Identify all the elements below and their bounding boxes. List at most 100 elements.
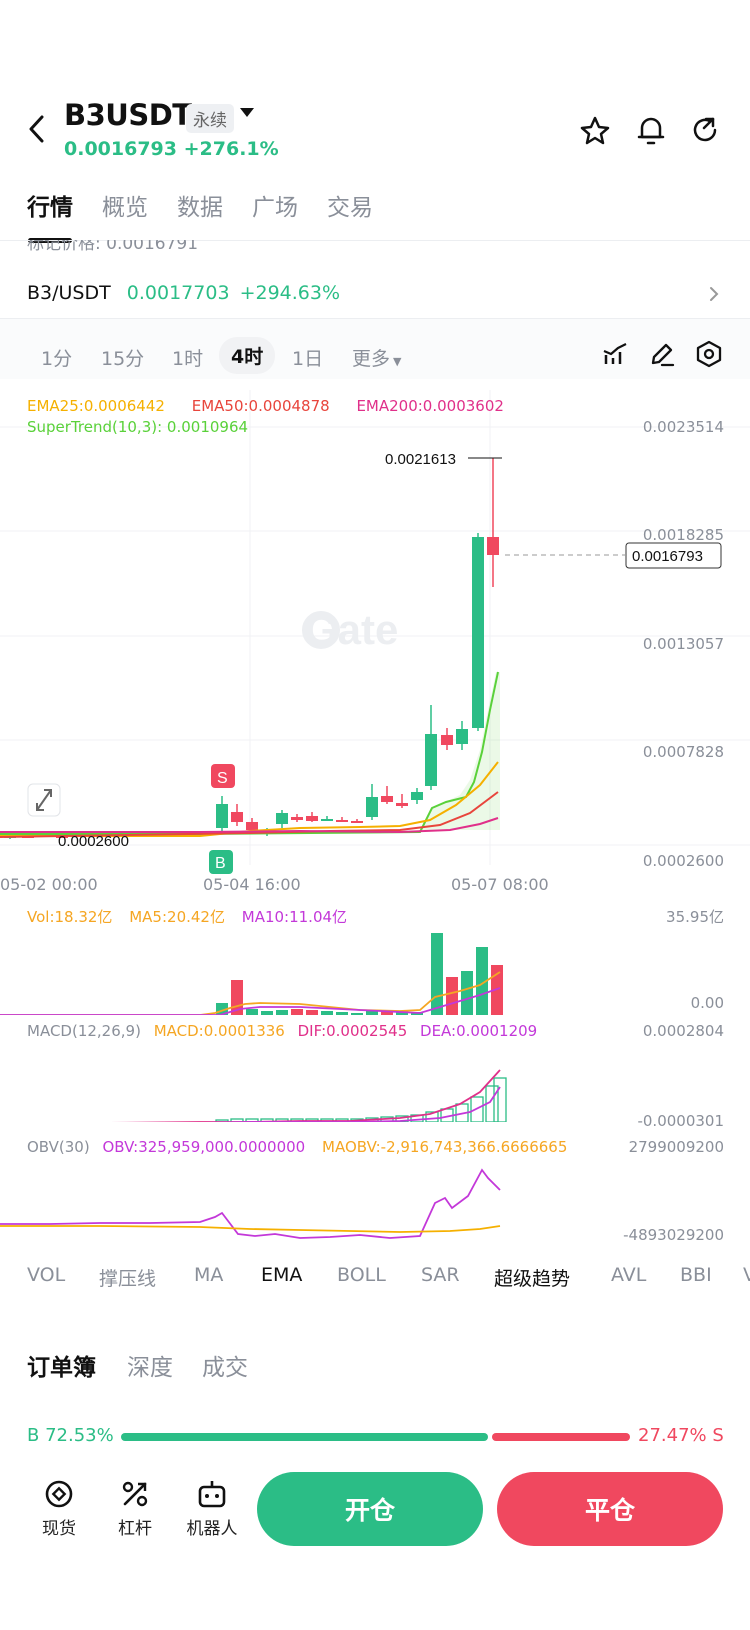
volume-bar [246, 1009, 258, 1015]
maobv-line [0, 1225, 501, 1233]
macd-axis-top: 0.0002804 [642, 1022, 724, 1040]
indicator-settings-icon[interactable] [602, 342, 628, 370]
candle-body [351, 821, 363, 823]
tab-overview[interactable]: 概览 [102, 195, 148, 221]
candle-body [411, 792, 423, 800]
volume-bar [336, 1012, 348, 1015]
share-icon[interactable] [690, 115, 720, 149]
pair-name: B3/USDT [27, 282, 111, 304]
tab-trade[interactable]: 交易 [327, 195, 373, 221]
time-axis-2: 05-04 16:00 [203, 875, 301, 894]
pair-change: +294.63% [239, 282, 341, 304]
candle-body [456, 729, 468, 744]
candlestick-chart[interactable]: Gate 0.0021613 0.0016793 0.0002600 S B [0, 390, 750, 900]
chart-settings-icon[interactable] [696, 340, 722, 372]
buy-signal-label: B [215, 855, 226, 872]
volume-bar [366, 1011, 378, 1015]
volume-bar [276, 1010, 288, 1015]
price-axis-3: 0.0013057 [642, 635, 724, 653]
candle-body [425, 734, 437, 786]
indicator-tab-ema[interactable]: EMA [261, 1264, 303, 1286]
indicator-tab-supertrend[interactable]: 超级趋势 [494, 1268, 571, 1290]
open-position-button[interactable]: 开仓 [257, 1472, 483, 1546]
caret-down-icon: ▼ [393, 355, 402, 368]
tab-depth[interactable]: 深度 [127, 1355, 173, 1381]
indicator-tab-boll[interactable]: BOLL [337, 1264, 386, 1286]
back-icon[interactable] [26, 114, 48, 148]
macd-bar [215, 1119, 229, 1122]
indicator-tab-bbi[interactable]: BBI [680, 1264, 712, 1286]
indicator-tab-ma[interactable]: MA [194, 1264, 224, 1286]
volume-bar [321, 1011, 333, 1015]
volume-bar [291, 1009, 303, 1015]
pair-price: 0.0017703 [126, 282, 230, 304]
obv-chart [0, 1168, 501, 1239]
candles-group [4, 458, 499, 839]
volume-bar [431, 933, 443, 1015]
macd-bar [425, 1111, 439, 1122]
timeframe-1h[interactable]: 1时 [172, 348, 204, 370]
indicator-tab-avl[interactable]: AVL [611, 1264, 647, 1286]
tab-market[interactable]: 行情 [27, 195, 73, 221]
volume-bar [461, 971, 473, 1015]
indicator-tab-v[interactable]: V [743, 1264, 750, 1286]
expand-icon[interactable] [27, 783, 61, 817]
indicator-tab-support[interactable]: 撑压线 [99, 1268, 157, 1290]
tab-orderbook[interactable]: 订单簿 [27, 1355, 96, 1381]
volume-bars-group [216, 933, 503, 1015]
draw-pen-icon[interactable] [649, 341, 675, 371]
vol-ma10-label: MA10:11.04亿 [241, 908, 348, 926]
indicator-tab-sar[interactable]: SAR [421, 1264, 460, 1286]
candle-body [306, 816, 318, 821]
perpetual-badge: 永续 [186, 104, 234, 133]
header-price: 0.0016793 [64, 138, 177, 160]
tab-data[interactable]: 数据 [177, 195, 223, 221]
timeframe-1d[interactable]: 1日 [292, 348, 324, 370]
volume-bar [476, 947, 488, 1015]
mark-price: 标记价格: 0.0016791 [27, 240, 199, 251]
volume-chart [0, 933, 503, 1015]
indicator-tab-vol[interactable]: VOL [27, 1264, 66, 1286]
low-price-label: 0.0002600 [58, 833, 129, 850]
robot-icon [198, 1481, 226, 1508]
high-price-label: 0.0021613 [385, 451, 456, 468]
maobv-value: MAOBV:-2,916,743,366.6666665 [322, 1138, 568, 1156]
timeframe-15m[interactable]: 15分 [101, 348, 145, 370]
macd-dea: DEA:0.0001209 [420, 1022, 538, 1040]
timeframe-more-label: 更多 [352, 348, 391, 370]
candle-body [381, 796, 393, 802]
chevron-down-icon[interactable] [240, 108, 254, 117]
spot-pair-row[interactable]: B3/USDT 0.0017703 +294.63% [27, 282, 340, 304]
time-axis-3: 05-07 08:00 [451, 875, 549, 894]
macd-bar [260, 1118, 274, 1122]
vol-legend: Vol:18.32亿 MA5:20.42亿 MA10:11.04亿 [27, 906, 347, 927]
obv-name: OBV(30) [27, 1138, 90, 1156]
timeframe-1m[interactable]: 1分 [41, 348, 73, 370]
tool-leverage[interactable]: 杠杆 [100, 1478, 170, 1539]
bell-icon[interactable] [636, 114, 666, 150]
symbol-title[interactable]: B3USDT [64, 98, 192, 132]
tool-bot-label: 机器人 [186, 1519, 238, 1539]
close-position-button[interactable]: 平仓 [497, 1472, 723, 1546]
tab-square[interactable]: 广场 [252, 195, 298, 221]
volume-bar [446, 977, 458, 1015]
current-price-tag-box [625, 542, 722, 569]
tool-spot-label: 现货 [42, 1519, 76, 1539]
sell-signal-badge [211, 764, 235, 788]
current-price-tag: 0.0016793 [632, 548, 703, 565]
ema50-line [0, 791, 499, 838]
macd-dif-line [109, 1069, 501, 1122]
favorite-star-icon[interactable] [580, 116, 610, 150]
chevron-right-icon[interactable] [708, 285, 720, 307]
time-axis-1: 05-02 00:00 [0, 875, 98, 894]
macd-dea-line [204, 1086, 501, 1122]
price-axis-5: 0.0002600 [642, 852, 724, 870]
timeframe-4h[interactable]: 4时 [219, 337, 276, 374]
timeframe-more[interactable]: 更多 ▼ [352, 344, 401, 371]
tab-trades[interactable]: 成交 [202, 1355, 248, 1381]
tool-bot[interactable]: 机器人 [177, 1478, 247, 1539]
sell-ratio-label: 27.47% S [638, 1425, 724, 1446]
sell-ratio-bar [492, 1433, 630, 1441]
tool-spot[interactable]: 现货 [24, 1478, 94, 1539]
supertrend-line [0, 671, 499, 835]
